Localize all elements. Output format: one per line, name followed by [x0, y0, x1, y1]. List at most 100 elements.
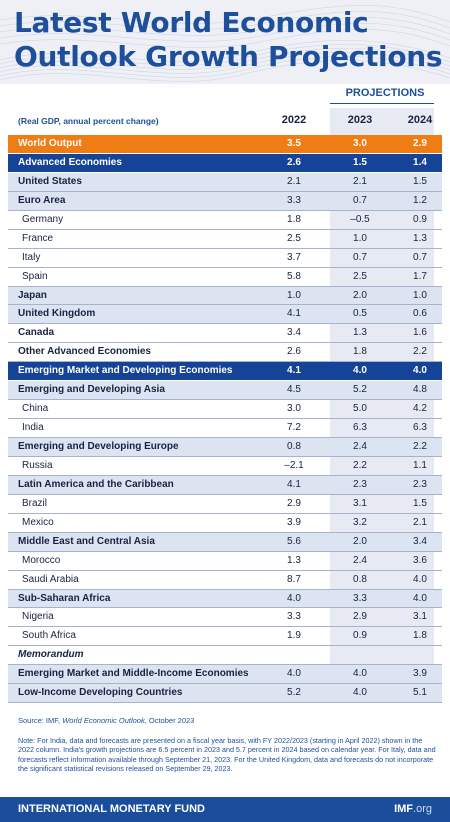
footer-website-main: IMF — [394, 803, 414, 815]
row-label: France — [22, 232, 54, 244]
row-label: Euro Area — [18, 194, 66, 206]
table-row: Advanced Economies 2.6 1.5 1.4 — [8, 153, 442, 173]
value-2024: 1.0 — [413, 289, 427, 301]
value-2022: 4.5 — [287, 384, 301, 396]
table-row: India 7.2 6.3 6.3 — [8, 419, 442, 438]
row-label: Japan — [18, 289, 47, 301]
value-2024: 2.1 — [413, 516, 427, 528]
value-2023: 5.0 — [353, 403, 367, 415]
value-2024: 1.5 — [413, 175, 427, 187]
value-2024: 2.9 — [413, 138, 427, 149]
column-header: (Real GDP, annual percent change) 2022 2… — [0, 108, 450, 134]
table-row: Emerging Market and Middle-Income Econom… — [8, 665, 442, 685]
value-2022: 8.7 — [287, 573, 301, 585]
row-label: Russia — [22, 459, 53, 471]
value-2023: 3.3 — [353, 592, 367, 604]
value-2024: 4.0 — [413, 365, 427, 377]
value-2023: 3.1 — [353, 497, 367, 509]
value-2023: 5.2 — [353, 384, 367, 396]
value-2024: 6.3 — [413, 422, 427, 434]
row-label: United States — [18, 175, 82, 187]
value-2024: 1.5 — [413, 497, 427, 509]
table-subtitle: (Real GDP, annual percent change) — [18, 116, 159, 126]
footer-organization: INTERNATIONAL MONETARY FUND — [18, 803, 205, 815]
row-label: United Kingdom — [18, 308, 96, 320]
row-label: Mexico — [22, 516, 54, 528]
value-2023: 0.9 — [353, 630, 367, 642]
value-2024: 1.1 — [413, 459, 427, 471]
source-suffix: , October 2023 — [144, 716, 195, 725]
value-2024: 0.9 — [413, 213, 427, 225]
page-title: Latest World Economic Outlook Growth Pro… — [14, 6, 443, 73]
value-2023: 2.4 — [353, 554, 367, 566]
value-2023: 3.0 — [353, 138, 367, 149]
value-2023: 4.0 — [353, 687, 367, 699]
value-2022: 4.1 — [287, 308, 301, 320]
value-2024: 0.7 — [413, 251, 427, 263]
value-2024: 3.9 — [413, 668, 427, 680]
year-2024-header: 2024 — [407, 114, 433, 126]
value-2023: 0.7 — [353, 251, 367, 263]
table-row: Saudi Arabia 8.7 0.8 4.0 — [8, 571, 442, 590]
value-2024: 3.6 — [413, 554, 427, 566]
value-2022: 4.1 — [287, 365, 301, 377]
value-2024: 1.4 — [413, 156, 427, 168]
table-row: Emerging and Developing Asia 4.5 5.2 4.8 — [8, 381, 442, 401]
year-2022-header: 2022 — [281, 114, 307, 126]
table-row: China 3.0 5.0 4.2 — [8, 400, 442, 420]
footer-bar: INTERNATIONAL MONETARY FUND IMF.org — [0, 797, 450, 822]
row-label: India — [22, 422, 44, 434]
value-2022: 3.0 — [287, 403, 301, 415]
value-2023: 2.2 — [353, 459, 367, 471]
table-row: Italy 3.7 0.7 0.7 — [8, 249, 442, 268]
header-banner: Latest World Economic Outlook Growth Pro… — [0, 0, 450, 84]
table-row: Mexico 3.9 3.2 2.1 — [8, 514, 442, 533]
source-line: Source: IMF, World Economic Outlook, Oct… — [18, 716, 194, 725]
value-2022: 3.3 — [287, 194, 301, 206]
table-row: Euro Area 3.3 0.7 1.2 — [8, 191, 442, 211]
table-row: Brazil 2.9 3.1 1.5 — [8, 495, 442, 514]
value-2022: 3.9 — [287, 516, 301, 528]
row-label: Morocco — [22, 554, 61, 566]
value-2024: 1.2 — [413, 194, 427, 206]
table-row: Japan 1.0 2.0 1.0 — [8, 286, 442, 306]
value-2022: –2.1 — [284, 459, 304, 471]
table-row: South Africa 1.9 0.9 1.8 — [8, 627, 442, 647]
value-2024: 4.2 — [413, 403, 427, 415]
table-row: United Kingdom 4.1 0.5 0.6 — [8, 305, 442, 325]
value-2023: 2.4 — [353, 441, 367, 452]
value-2022: 4.0 — [287, 592, 301, 604]
value-2023: 2.5 — [353, 270, 367, 282]
value-2023: 2.0 — [353, 289, 367, 301]
row-label: Emerging Market and Middle-Income Econom… — [18, 668, 249, 680]
table-row: Low-Income Developing Countries 5.2 4.0 5.1 — [8, 684, 442, 704]
table-row: Memorandum — [8, 646, 442, 666]
footer-website[interactable]: IMF.org — [394, 803, 432, 815]
row-label: Latin America and the Caribbean — [18, 478, 174, 490]
table-row: Spain 5.8 2.5 1.7 — [8, 268, 442, 287]
footer-website-suffix: .org — [413, 803, 432, 815]
value-2023: 1.0 — [353, 232, 367, 244]
value-2023: 1.5 — [353, 156, 367, 168]
value-2024: 3.4 — [413, 535, 427, 547]
value-2023: 2.3 — [353, 478, 367, 490]
row-label: Spain — [22, 270, 48, 282]
value-2022: 2.9 — [287, 497, 301, 509]
value-2022: 1.3 — [287, 554, 301, 566]
row-label: Advanced Economies — [18, 156, 122, 168]
value-2024: 1.8 — [413, 630, 427, 642]
table-row: Sub-Saharan Africa 4.0 3.3 4.0 — [8, 589, 442, 609]
value-2022: 2.5 — [287, 232, 301, 244]
table-row: Latin America and the Caribbean 4.1 2.3 2.3 — [8, 475, 442, 495]
row-label: South Africa — [22, 630, 76, 642]
table-row: United States 2.1 2.1 1.5 — [8, 172, 442, 192]
value-2023: 2.1 — [353, 175, 367, 187]
row-label: Sub-Saharan Africa — [18, 592, 111, 604]
projections-divider — [330, 103, 434, 104]
row-label: Emerging Market and Developing Economies — [18, 365, 233, 377]
row-label: Other Advanced Economies — [18, 346, 151, 358]
value-2022: 3.4 — [287, 327, 301, 339]
value-2022: 5.8 — [287, 270, 301, 282]
value-2022: 1.0 — [287, 289, 301, 301]
value-2023: –0.5 — [350, 213, 370, 225]
